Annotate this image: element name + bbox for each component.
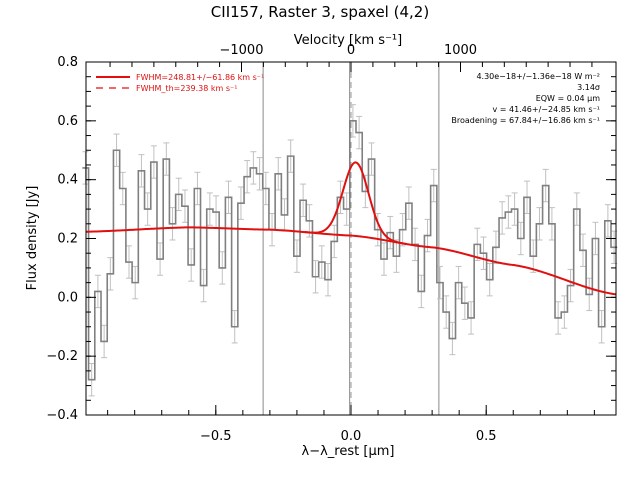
top-tick-label: 1000 [444,43,477,58]
continuum-fit [85,226,617,296]
top-tick-label: 0 [347,43,355,58]
y-tick-label: 0.2 [57,232,78,247]
y-tick-label: 0.4 [57,173,78,188]
x-tick-label: 0.0 [341,429,362,444]
legend-item-fwhm: FWHM=248.81+/−61.86 km s⁻¹ [136,73,264,82]
annotation-flux: 4.30e−18+/−1.36e−18 W m⁻² [476,72,600,81]
gaussian-fit-line [304,161,407,246]
data-step-line [82,120,618,381]
annotation-velocity: v = 41.46+/−24.85 km s⁻¹ [492,105,600,114]
y-tick-label: −0.2 [46,349,78,364]
annotation-broadening: Broadening = 67.84+/−16.86 km s⁻¹ [451,116,600,125]
continuum-line [85,226,617,296]
data-step-plot [82,120,618,381]
y-tick-label: 0.0 [57,290,78,305]
y-tick-label: 0.8 [57,55,78,70]
chart-title: CII157, Raster 3, spaxel (4,2) [211,3,429,21]
y-axis-label: Flux density [Jy] [25,186,40,291]
annotation-sigma: 3.14σ [577,83,600,92]
x-axis-label: λ−λ_rest [μm] [302,444,395,459]
line-fit [304,161,407,246]
legend: FWHM=248.81+/−61.86 km s⁻¹ FWHM_th=239.3… [96,73,264,93]
fit-annotations: 4.30e−18+/−1.36e−18 W m⁻² 3.14σ EQW = 0.… [451,72,600,125]
axis-ticks: −0.5 0.0 0.5 −0.4 −0.2 0.0 0.2 0.4 0.6 0.8 −1000 0 1… [46,43,616,444]
annotation-eqw: EQW = 0.04 μm [536,94,600,103]
legend-item-fwhm-th: FWHM_th=239.38 km s⁻¹ [136,84,237,93]
top-tick-label: −1000 [219,43,263,58]
top-axis-label: Velocity [km s⁻¹] [294,33,402,48]
x-tick-label: −0.5 [200,429,232,444]
y-tick-label: −0.4 [46,408,78,423]
vertical-lines [262,62,440,415]
x-tick-label: 0.5 [476,429,497,444]
y-tick-label: 0.6 [57,114,78,129]
